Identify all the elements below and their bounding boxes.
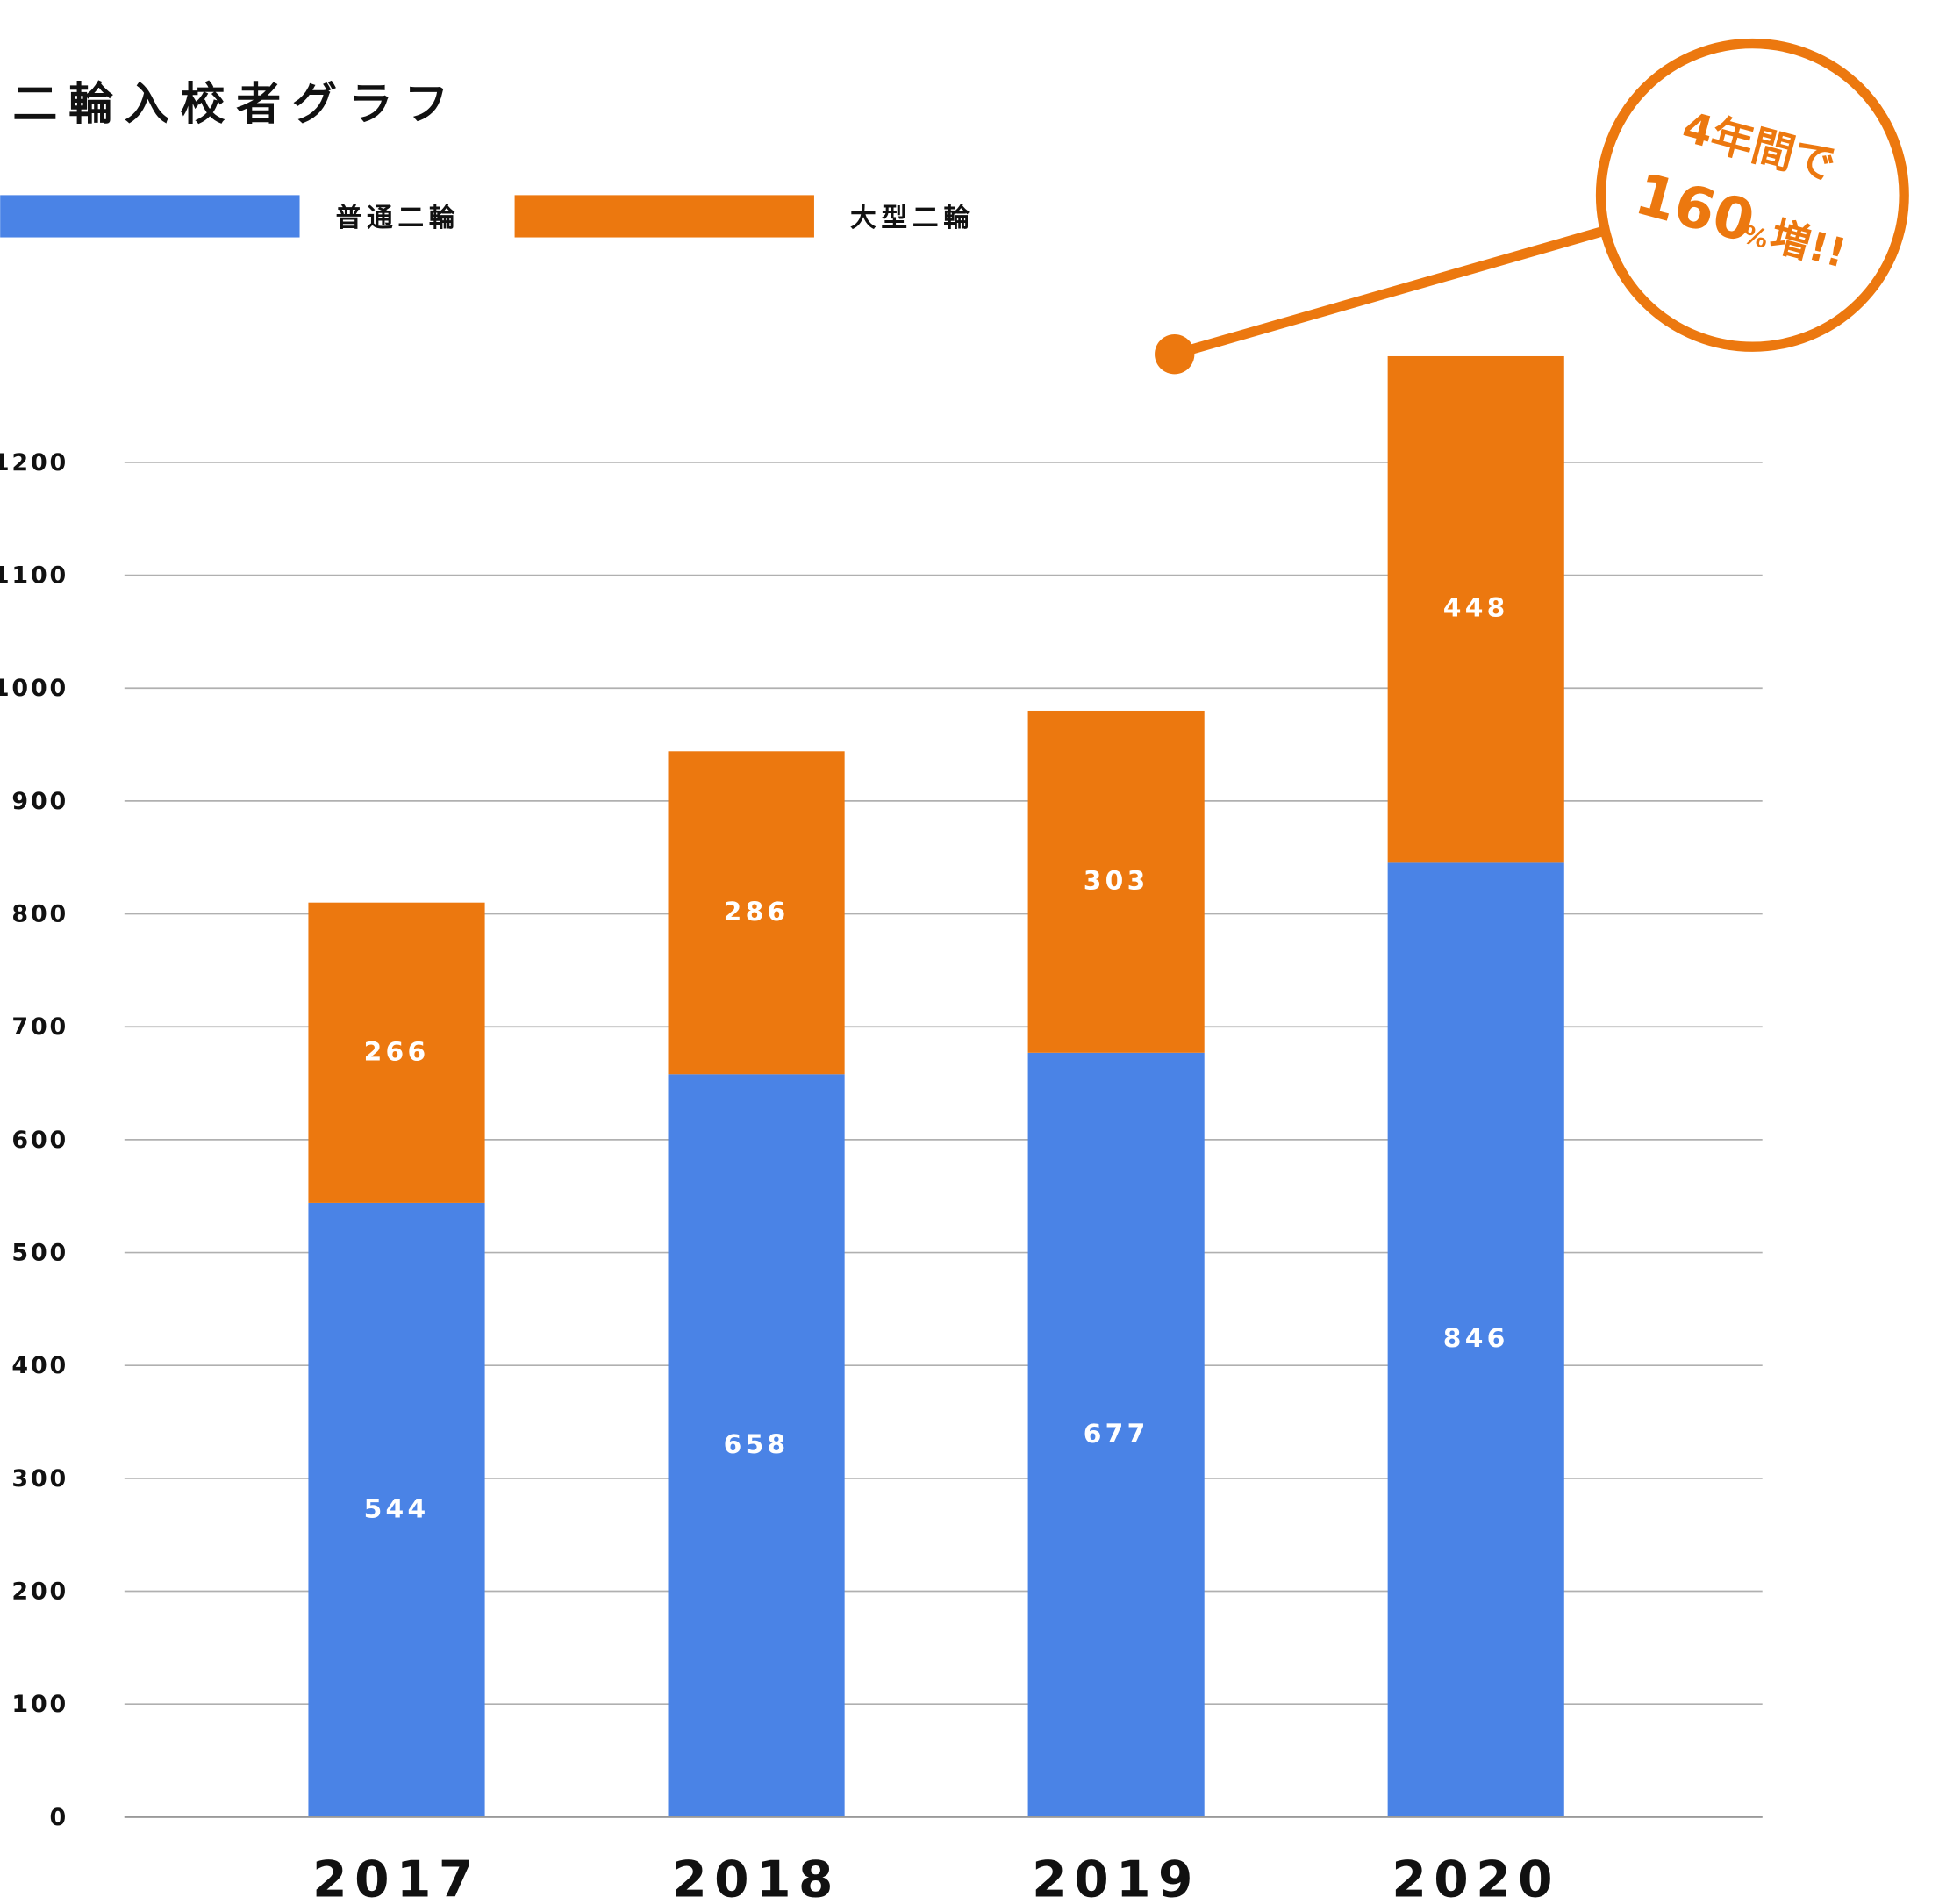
bar-segment [308, 1202, 485, 1817]
y-tick-label: 900 [11, 788, 68, 815]
x-tick-label: 2019 [1032, 1851, 1200, 1904]
legend-label: 普通二輪 [336, 203, 461, 233]
legend-swatch [0, 195, 300, 238]
y-tick-label: 800 [11, 900, 68, 927]
y-tick-label: 200 [11, 1578, 68, 1605]
y-tick-label: 1000 [0, 675, 68, 702]
value-label: 266 [364, 1036, 430, 1067]
x-tick-label: 2018 [672, 1851, 841, 1904]
y-tick-label: 0 [50, 1804, 69, 1831]
y-tick-label: 600 [11, 1127, 68, 1154]
value-label: 658 [724, 1429, 790, 1460]
bar-segment [1387, 862, 1564, 1817]
callout-line [1173, 226, 1605, 360]
value-label: 544 [364, 1493, 430, 1524]
y-tick-label: 1200 [0, 449, 68, 476]
y-tick-label: 500 [11, 1239, 68, 1266]
value-label: 303 [1084, 865, 1149, 896]
y-tick-label: 300 [11, 1465, 68, 1492]
y-tick-label: 400 [11, 1352, 68, 1379]
legend-label: 大型二輪 [850, 203, 975, 233]
value-label: 286 [724, 897, 790, 927]
bar-segment [1027, 1052, 1205, 1817]
value-label: 846 [1443, 1323, 1509, 1354]
bar-segment [1027, 710, 1205, 1053]
legend-swatch [514, 195, 814, 238]
y-tick-label: 100 [11, 1691, 68, 1718]
callout-circle [1595, 38, 1909, 352]
value-label: 677 [1084, 1419, 1149, 1449]
y-tick-label: 1100 [0, 562, 68, 589]
bar-segment [668, 1074, 845, 1817]
callout-dot [1155, 334, 1195, 375]
y-tick-label: 700 [11, 1013, 68, 1041]
bar-segment [308, 902, 485, 1203]
bar-segment [1387, 355, 1564, 863]
value-label: 448 [1443, 593, 1509, 624]
x-tick-label: 2020 [1392, 1851, 1560, 1904]
chart-title: 二輪入校者グラフ [12, 79, 460, 131]
x-tick-label: 2017 [312, 1851, 481, 1904]
bar-segment [668, 751, 845, 1075]
